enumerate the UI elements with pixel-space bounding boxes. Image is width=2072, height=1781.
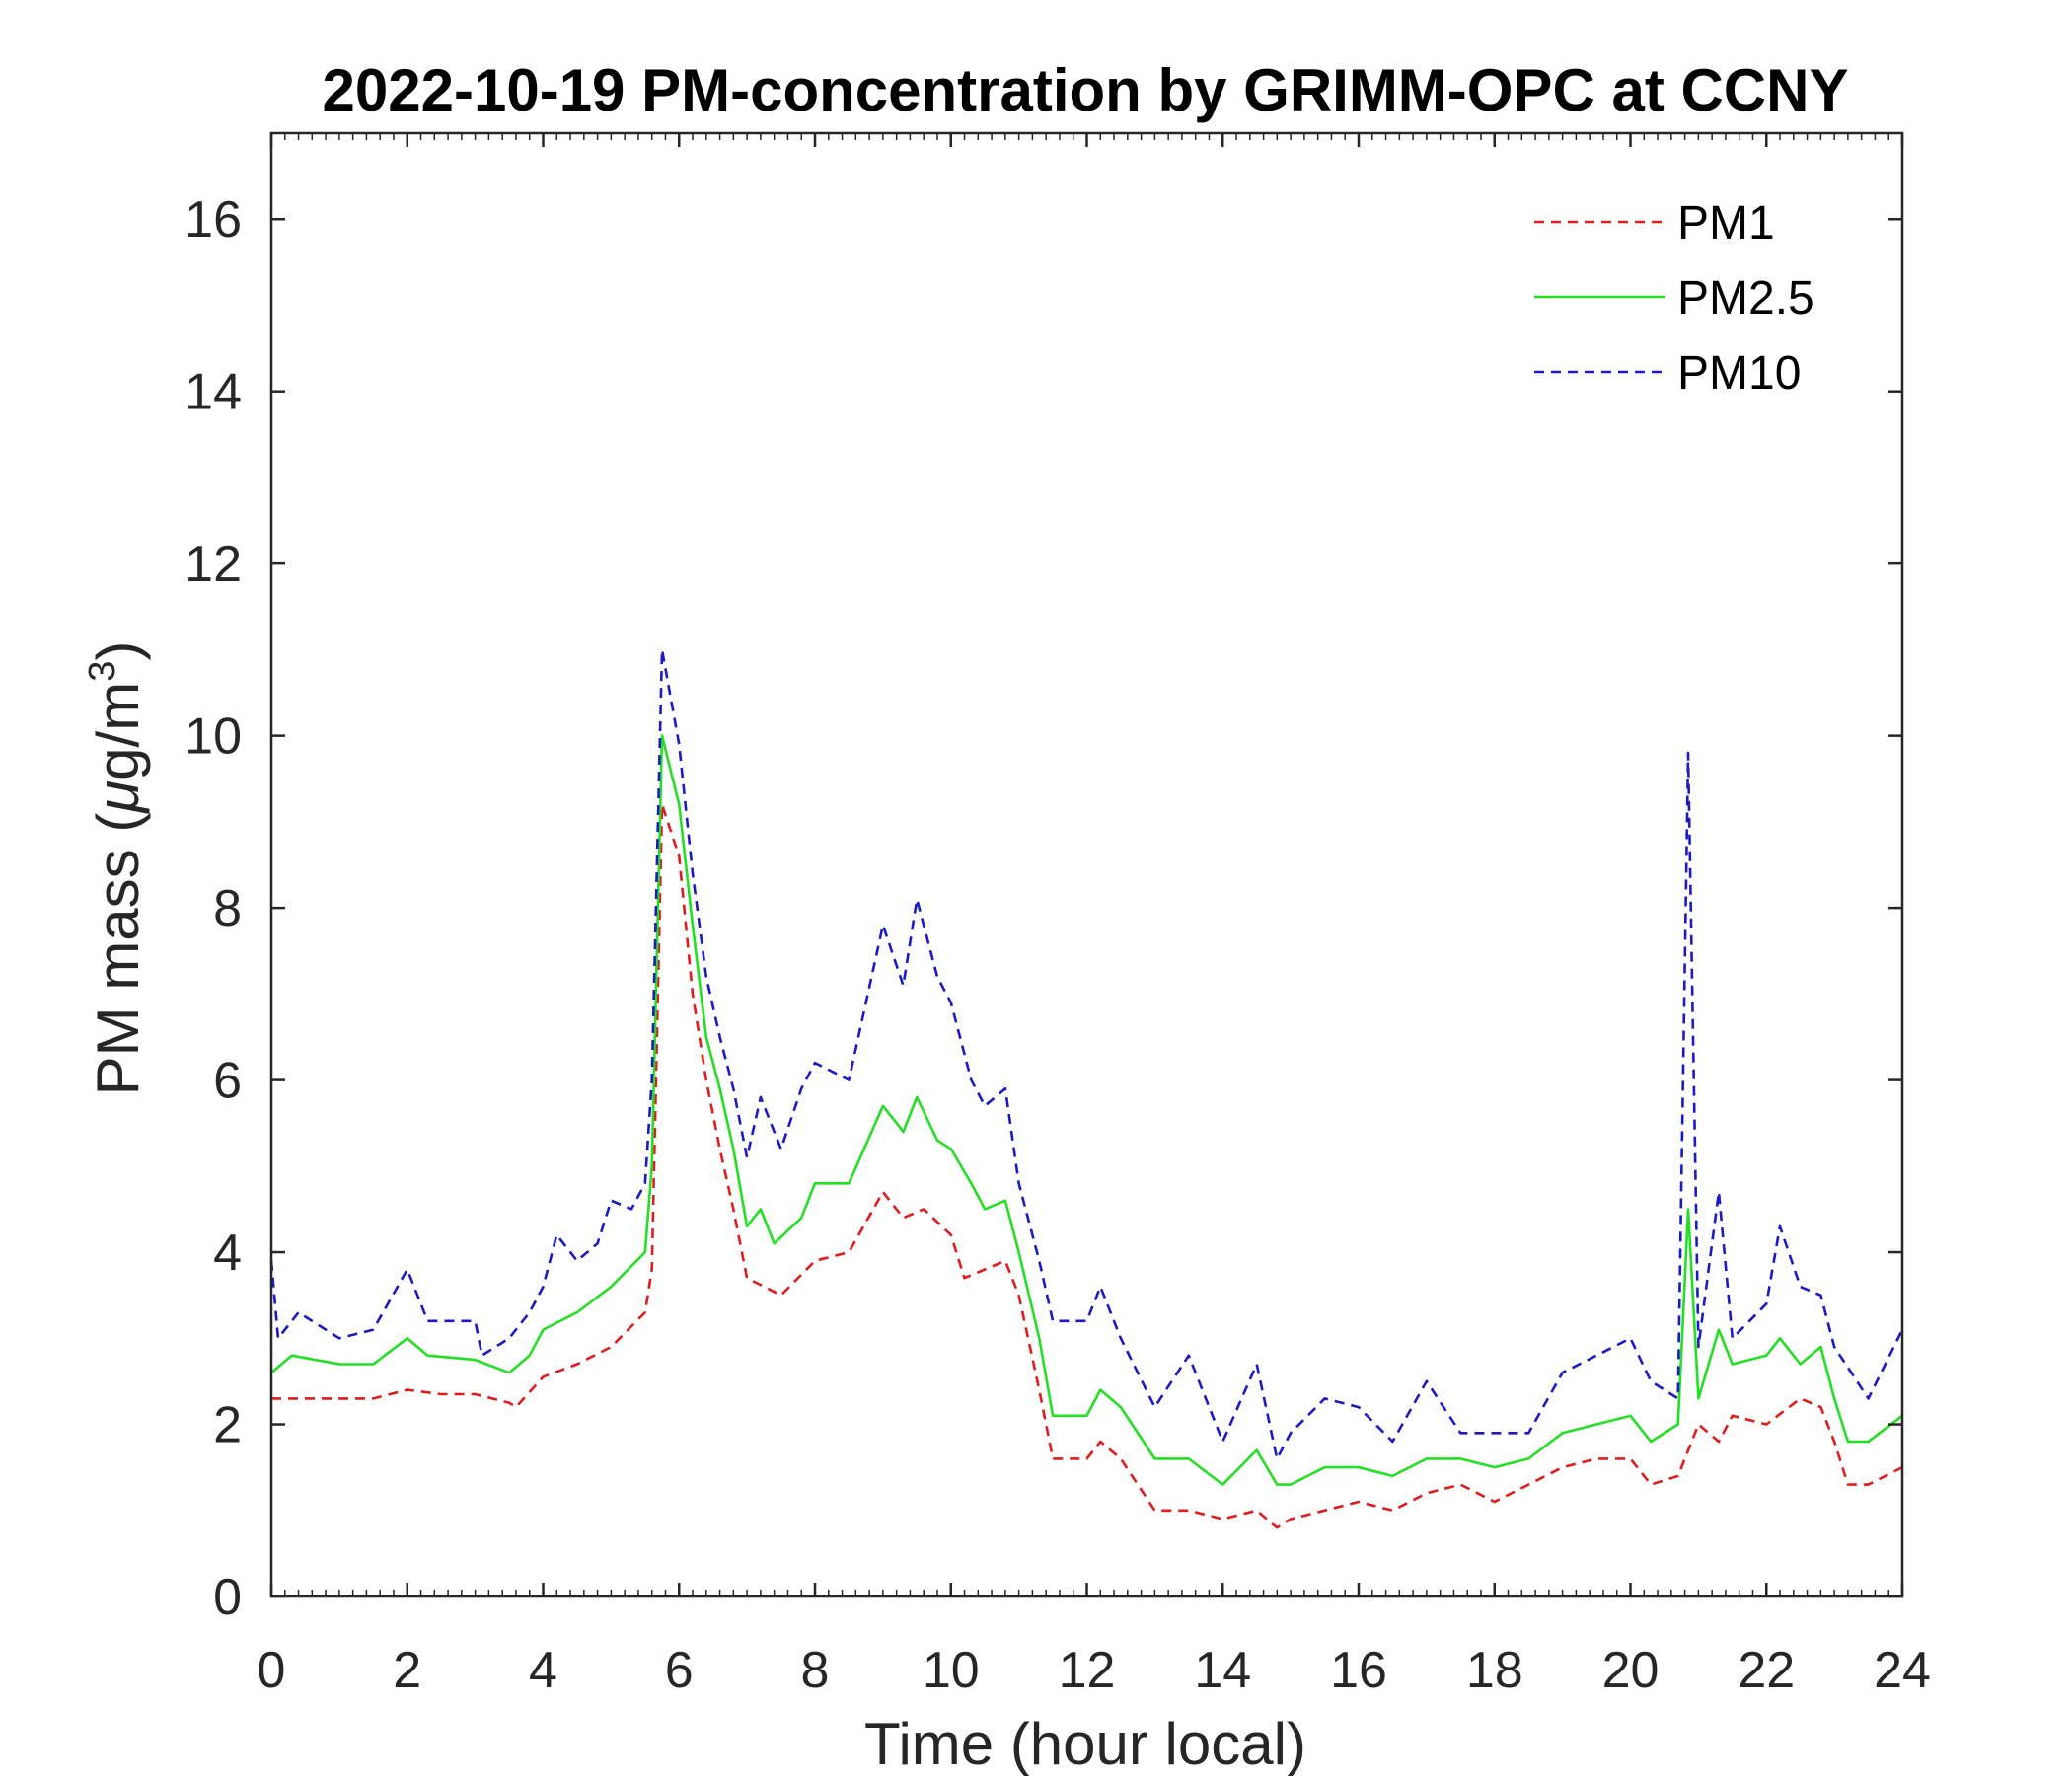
plot-frame <box>269 131 1904 1598</box>
y-tick-label: 4 <box>213 1224 242 1282</box>
x-tick-label: 10 <box>923 1642 980 1699</box>
x-tick-label: 18 <box>1466 1642 1523 1699</box>
x-tick-label: 24 <box>1874 1642 1931 1699</box>
y-tick-label: 14 <box>185 364 242 421</box>
y-tick-label: 6 <box>213 1053 242 1110</box>
x-tick-label: 6 <box>665 1642 694 1699</box>
legend: PM1 PM2.5 PM10 <box>1534 197 1814 400</box>
x-tick-label: 2 <box>393 1642 421 1699</box>
legend-label-pm10: PM10 <box>1677 347 1801 400</box>
x-tick-label: 16 <box>1330 1642 1387 1699</box>
x-tick-label: 4 <box>529 1642 557 1699</box>
legend-label-pm1: PM1 <box>1677 197 1775 250</box>
x-axis-label: Time (hour local) <box>864 1711 1306 1776</box>
series-layer <box>269 648 1904 1529</box>
y-axis-label-main: PM mass ( <box>85 813 151 1096</box>
series-line-pm2-5 <box>270 734 1903 1486</box>
x-tick-label: 8 <box>801 1642 830 1699</box>
y-axis-label: PM mass (μg/m3) <box>82 641 151 1096</box>
y-axis-label-close: ) <box>85 641 151 661</box>
x-tick-label: 12 <box>1059 1642 1116 1699</box>
y-axis-label-mu: μ <box>85 780 151 815</box>
x-tick-label: 20 <box>1602 1642 1660 1699</box>
y-tick-label: 0 <box>213 1569 242 1626</box>
y-tick-label: 12 <box>185 536 242 593</box>
x-tick-label: 22 <box>1738 1642 1795 1699</box>
legend-label-pm2-5: PM2.5 <box>1677 272 1814 325</box>
y-tick-label: 2 <box>213 1397 242 1454</box>
y-tick-label: 10 <box>185 708 242 766</box>
series-line-pm10 <box>269 648 1904 1460</box>
chart-title: 2022-10-19 PM-concentration by GRIMM-OPC… <box>323 57 1849 123</box>
series-line-pm1 <box>271 803 1903 1529</box>
y-tick-label: 16 <box>185 191 242 249</box>
x-tick-label: 0 <box>258 1642 286 1699</box>
y-tick-label: 8 <box>213 880 242 937</box>
x-tick-label: 14 <box>1194 1642 1251 1699</box>
y-axis-label-unit: g/m <box>85 682 151 780</box>
y-axis-label-sup: 3 <box>82 661 123 682</box>
